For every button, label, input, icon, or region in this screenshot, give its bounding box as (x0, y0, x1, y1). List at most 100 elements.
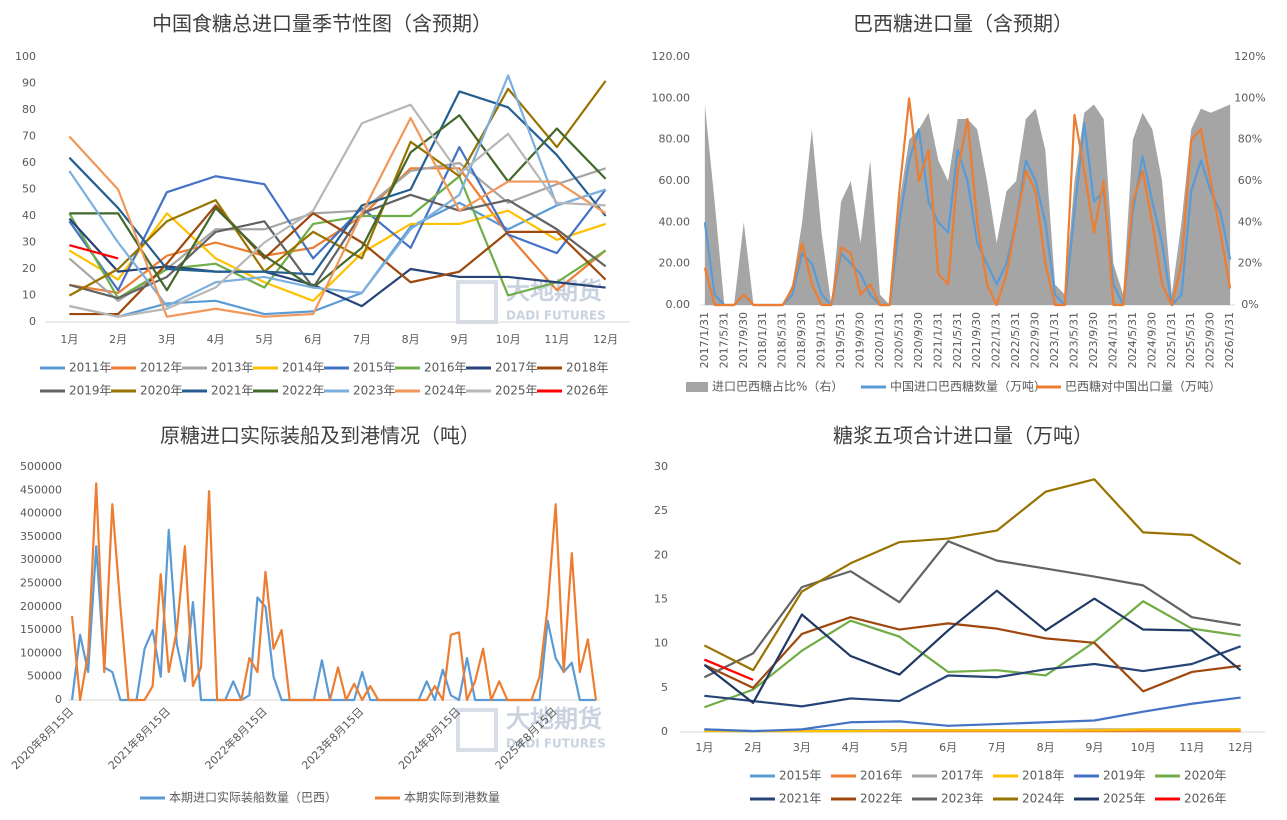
x-tick-label: 2025/9/30 (1204, 312, 1217, 368)
line (704, 600, 1241, 709)
y-tick-label: 20 (22, 262, 36, 275)
y-tick-label: 50000 (27, 670, 62, 683)
y-tick-label: 60 (22, 156, 36, 169)
x-tick-label: 2021/9/30 (970, 312, 983, 368)
line (68, 217, 606, 308)
y-tick-label: 350000 (20, 530, 62, 543)
area (704, 104, 1231, 306)
y-tick-label: 25 (654, 504, 668, 517)
y-tick-label: 120.00 (652, 50, 691, 63)
line (69, 114, 607, 292)
x-tick-label: 2018/1/31 (756, 312, 769, 368)
y-tick-label: 30 (654, 460, 668, 473)
x-tick-label: 11月 (544, 333, 569, 346)
y-tick-label: 5 (661, 681, 668, 694)
y-tick-label: 100.00 (652, 91, 691, 104)
x-tick-label: 9月 (450, 333, 468, 346)
line (703, 540, 1241, 679)
x-tick-label: 2026/1/31 (1223, 312, 1236, 368)
legend-label: 中国进口巴西糖数量（万吨） (890, 379, 1046, 394)
legend-label: 2013年 (211, 361, 254, 375)
x-tick-label: 2025/5/31 (1184, 312, 1197, 368)
watermark-2: 大地期货 DADI FUTURES (456, 705, 606, 752)
x-tick-label: 5月 (890, 741, 908, 754)
y-tick-label: 0 (55, 693, 62, 706)
y-tick-label: 10 (654, 637, 668, 650)
x-tick-label: 2021/5/31 (951, 312, 964, 368)
x-tick-label: 6月 (304, 333, 322, 346)
chart-title: 原糖进口实际装船及到港情况（吨） (160, 424, 480, 448)
legend-label: 2023年 (941, 792, 984, 806)
legend-label: 本期实际到港数量 (404, 790, 500, 805)
x-tick-label: 8月 (1037, 741, 1055, 754)
watermark-en: DADI FUTURES (506, 309, 606, 323)
y-tick-label: 60.00 (659, 174, 691, 187)
x-tick-label: 2018/5/31 (776, 312, 789, 368)
x-tick-label: 2023年8月15日 (299, 704, 367, 772)
legend-label: 巴西糖对中国出口量（万吨） (1065, 379, 1221, 394)
y-tick-label: 80.00 (659, 133, 691, 146)
legend-label: 本期进口实际装船数量（巴西） (169, 790, 337, 805)
y-tick-label: 0% (1241, 298, 1258, 311)
x-tick-label: 2023/1/31 (1048, 312, 1061, 368)
x-tick-label: 2020/9/30 (912, 312, 925, 368)
x-tick-label: 2024/9/30 (1145, 312, 1158, 368)
watermark-en: DADI FUTURES (506, 737, 606, 751)
x-tick-label: 2024/1/31 (1106, 312, 1119, 368)
x-tick-label: 2020/5/31 (892, 312, 905, 368)
x-tick-label: 12月 (593, 333, 618, 346)
x-tick-label: 2019/5/31 (834, 312, 847, 368)
x-tick-label: 7月 (988, 741, 1006, 754)
y-tick-label: 150000 (20, 623, 62, 636)
y-tick-label: 60% (1238, 174, 1262, 187)
y-tick-label: 40.00 (659, 215, 691, 228)
y-tick-label: 80% (1238, 133, 1262, 146)
legend-label: 2016年 (424, 361, 467, 375)
y-tick-label: 15 (654, 593, 668, 606)
x-tick-label: 2017/1/31 (698, 312, 711, 368)
watermark-cn: 大地期货 (506, 705, 602, 733)
legend-label: 2023年 (353, 384, 396, 398)
legend-label: 2024年 (424, 384, 467, 398)
x-tick-label: 4月 (207, 333, 225, 346)
line (68, 116, 607, 318)
y-tick-label: 50 (22, 183, 36, 196)
line (68, 175, 607, 300)
line (704, 696, 1241, 733)
line (704, 728, 1241, 733)
legend-label: 2018年 (566, 361, 609, 375)
x-tick-label: 2022年8月15日 (202, 704, 270, 772)
line (68, 146, 607, 292)
legend-label: 2018年 (1022, 769, 1065, 783)
legend-label: 2022年 (282, 384, 325, 398)
legend-label: 2021年 (211, 384, 254, 398)
x-tick-label: 11月 (1179, 741, 1204, 754)
y-tick-label: 300000 (20, 553, 62, 566)
legend-swatch (686, 382, 708, 392)
line (69, 204, 607, 316)
legend-label: 2024年 (1022, 792, 1065, 806)
x-tick-label: 2019/1/31 (815, 312, 828, 368)
x-tick-label: 2023/5/31 (1068, 312, 1081, 368)
legend-label: 进口巴西糖占比%（右） (712, 379, 843, 394)
y-tick-label: 40% (1238, 215, 1262, 228)
watermark-logo (456, 280, 498, 324)
x-tick-label: 8月 (402, 333, 420, 346)
line (68, 209, 606, 302)
y-tick-label: 0.00 (666, 298, 691, 311)
x-tick-label: 2022/1/31 (990, 312, 1003, 368)
legend-label: 2025年 (1103, 792, 1146, 806)
x-tick-label: 2017/9/30 (737, 312, 750, 368)
y-tick-label: 450000 (20, 483, 62, 496)
y-tick-label: 0 (661, 725, 668, 738)
y-tick-label: 20% (1238, 257, 1262, 270)
x-tick-label: 7月 (353, 333, 371, 346)
y-tick-label: 40 (22, 209, 36, 222)
line (70, 528, 596, 702)
x-tick-label: 2月 (109, 333, 127, 346)
x-tick-label: 2020年8月15日 (8, 704, 76, 772)
line (69, 103, 606, 318)
legend-label: 2020年 (140, 384, 183, 398)
line (703, 658, 754, 681)
